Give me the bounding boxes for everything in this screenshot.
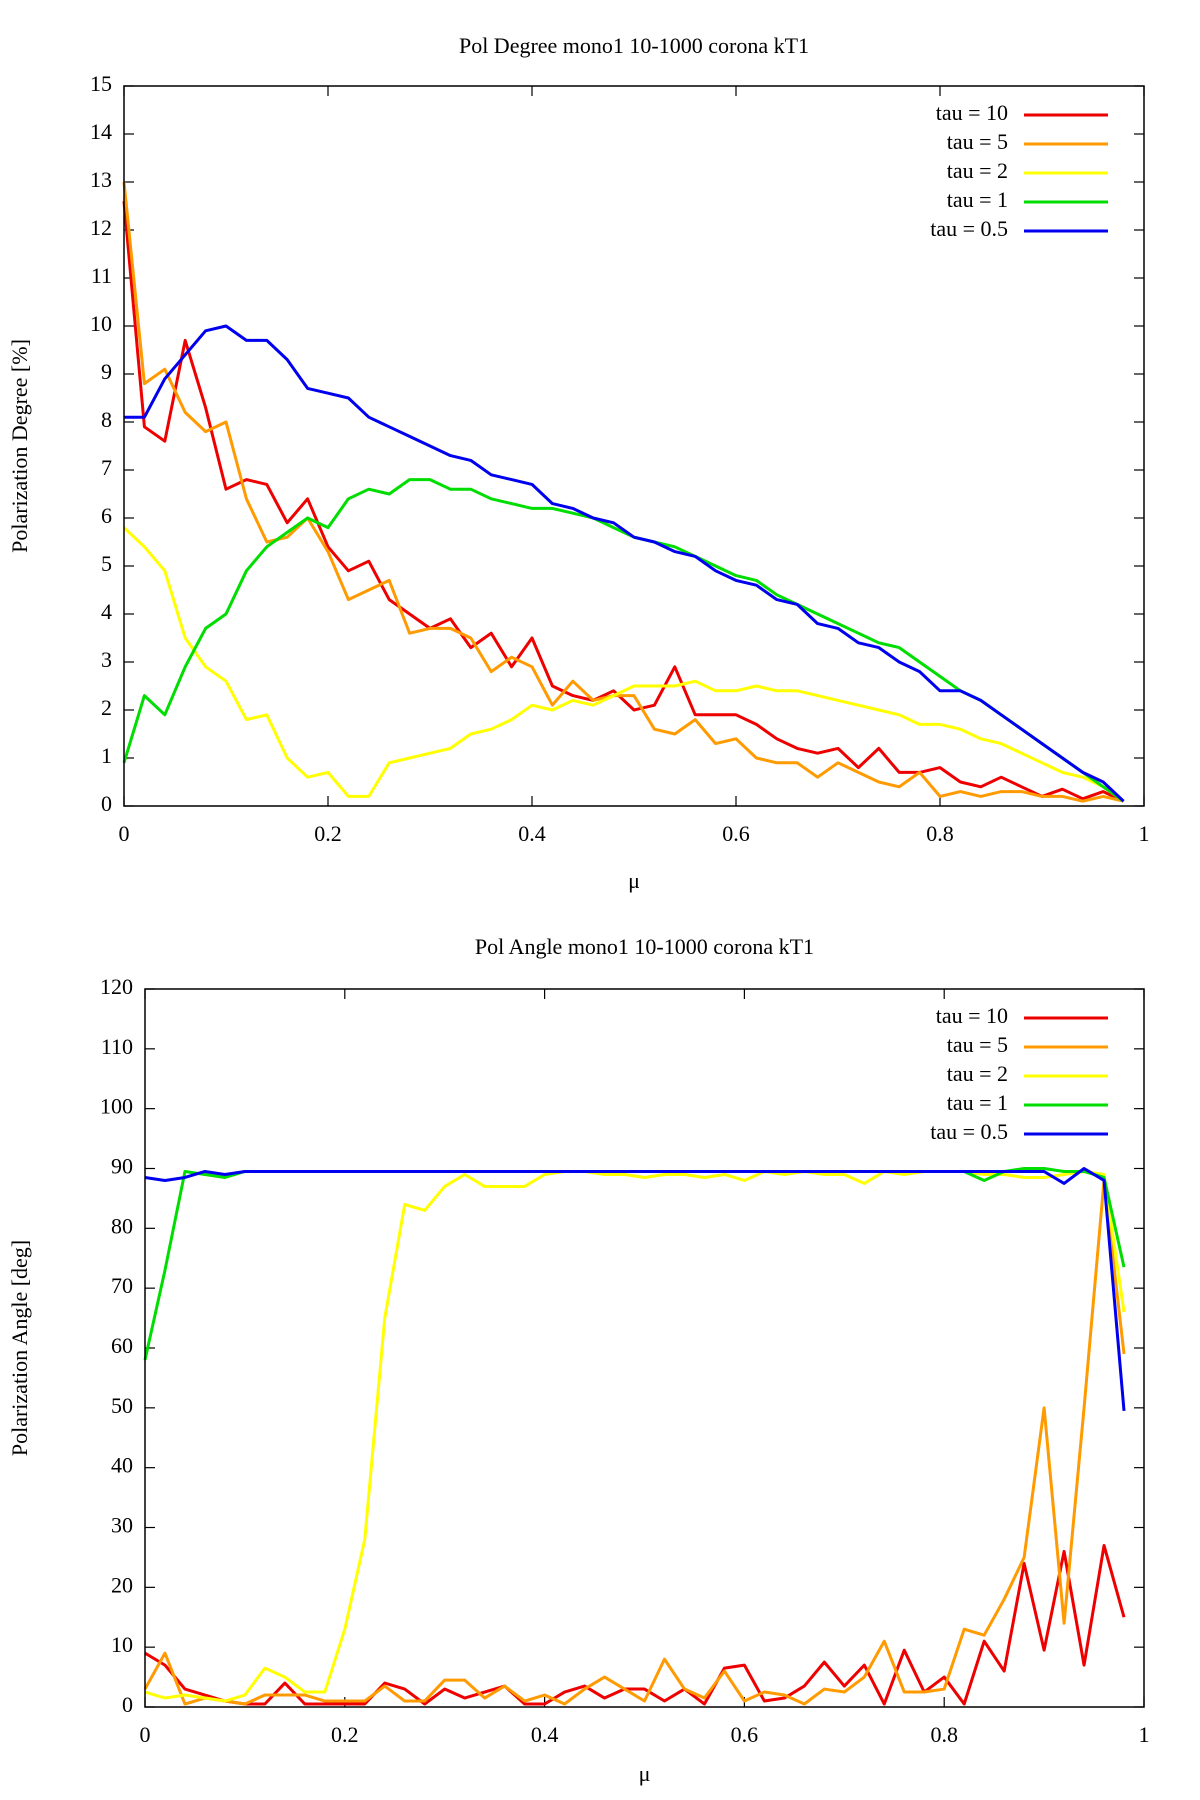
y-tick-label: 80 bbox=[111, 1213, 133, 1238]
y-tick-label: 12 bbox=[90, 215, 112, 240]
y-tick-label: 60 bbox=[111, 1333, 133, 1358]
x-tick-label: 0.8 bbox=[926, 821, 954, 846]
plot-frame bbox=[144, 988, 1145, 1708]
y-tick-label: 2 bbox=[101, 695, 112, 720]
y-tick-label: 14 bbox=[90, 119, 112, 144]
y-tick-label: 10 bbox=[90, 311, 112, 336]
legend-label: tau = 2 bbox=[947, 1061, 1008, 1086]
y-tick-label: 6 bbox=[101, 503, 112, 528]
legend-label: tau = 5 bbox=[947, 129, 1008, 154]
legend-label: tau = 5 bbox=[947, 1032, 1008, 1057]
series-line bbox=[122, 181, 1124, 803]
y-axis-label: Polarization Angle [deg] bbox=[7, 1240, 32, 1456]
x-axis-label: μ bbox=[639, 1761, 651, 1786]
series-line bbox=[124, 324, 1125, 803]
x-tick-label: 0.4 bbox=[531, 1722, 559, 1747]
y-tick-label: 7 bbox=[101, 455, 112, 480]
y-tick-label: 120 bbox=[100, 974, 133, 999]
y-tick-label: 4 bbox=[101, 599, 112, 624]
legend-label: tau = 0.5 bbox=[930, 216, 1008, 241]
x-tick-label: 0 bbox=[140, 1722, 151, 1747]
x-tick-label: 0.2 bbox=[314, 821, 342, 846]
plot-frame bbox=[123, 85, 1145, 807]
series-line bbox=[122, 526, 1125, 803]
x-tick-label: 0.6 bbox=[722, 821, 750, 846]
y-tick-label: 13 bbox=[90, 167, 112, 192]
y-tick-label: 40 bbox=[111, 1453, 133, 1478]
y-tick-label: 5 bbox=[101, 551, 112, 576]
legend-label: tau = 1 bbox=[947, 1090, 1008, 1115]
y-tick-label: 70 bbox=[111, 1273, 133, 1298]
y-tick-label: 20 bbox=[111, 1572, 133, 1597]
y-tick-label: 1 bbox=[101, 743, 112, 768]
y-tick-label: 10 bbox=[111, 1632, 133, 1657]
x-tick-label: 0.2 bbox=[331, 1722, 359, 1747]
legend-label: tau = 2 bbox=[947, 158, 1008, 183]
x-tick-label: 1 bbox=[1139, 821, 1150, 846]
y-tick-label: 11 bbox=[91, 263, 112, 288]
y-tick-label: 15 bbox=[90, 71, 112, 96]
x-tick-label: 1 bbox=[1139, 1722, 1150, 1747]
chart: Pol Angle mono1 10-1000 corona kT1 μ Polar… bbox=[7, 934, 1149, 1786]
series-line bbox=[144, 1543, 1126, 1706]
legend-label: tau = 1 bbox=[947, 187, 1008, 212]
series-line bbox=[143, 1178, 1126, 1706]
legend-label: tau = 10 bbox=[936, 100, 1008, 125]
y-tick-label: 100 bbox=[100, 1094, 133, 1119]
chart: Pol Degree mono1 10-1000 corona kT1 μ Pola… bbox=[7, 33, 1149, 893]
y-tick-label: 0 bbox=[122, 1692, 133, 1717]
y-tick-label: 3 bbox=[101, 647, 112, 672]
series-line bbox=[144, 1167, 1126, 1411]
x-tick-label: 0.8 bbox=[930, 1722, 958, 1747]
y-tick-label: 30 bbox=[111, 1513, 133, 1538]
y-tick-label: 9 bbox=[101, 359, 112, 384]
y-axis-label: Polarization Degree [%] bbox=[7, 339, 32, 553]
y-tick-label: 90 bbox=[111, 1154, 133, 1179]
x-tick-label: 0 bbox=[119, 821, 130, 846]
series-line bbox=[122, 201, 1125, 803]
y-tick-label: 0 bbox=[101, 791, 112, 816]
y-tick-label: 8 bbox=[101, 407, 112, 432]
y-tick-label: 110 bbox=[101, 1034, 133, 1059]
series-line bbox=[143, 1167, 1126, 1361]
x-axis-label: μ bbox=[628, 868, 640, 893]
chart-title: Pol Angle mono1 10-1000 corona kT1 bbox=[475, 934, 814, 959]
chart-title: Pol Degree mono1 10-1000 corona kT1 bbox=[459, 33, 809, 58]
legend-label: tau = 10 bbox=[936, 1003, 1008, 1028]
series-line bbox=[122, 478, 1125, 803]
series-line bbox=[144, 1169, 1126, 1703]
x-tick-label: 0.4 bbox=[518, 821, 546, 846]
x-tick-label: 0.6 bbox=[731, 1722, 759, 1747]
y-tick-label: 50 bbox=[111, 1393, 133, 1418]
legend-label: tau = 0.5 bbox=[930, 1119, 1008, 1144]
